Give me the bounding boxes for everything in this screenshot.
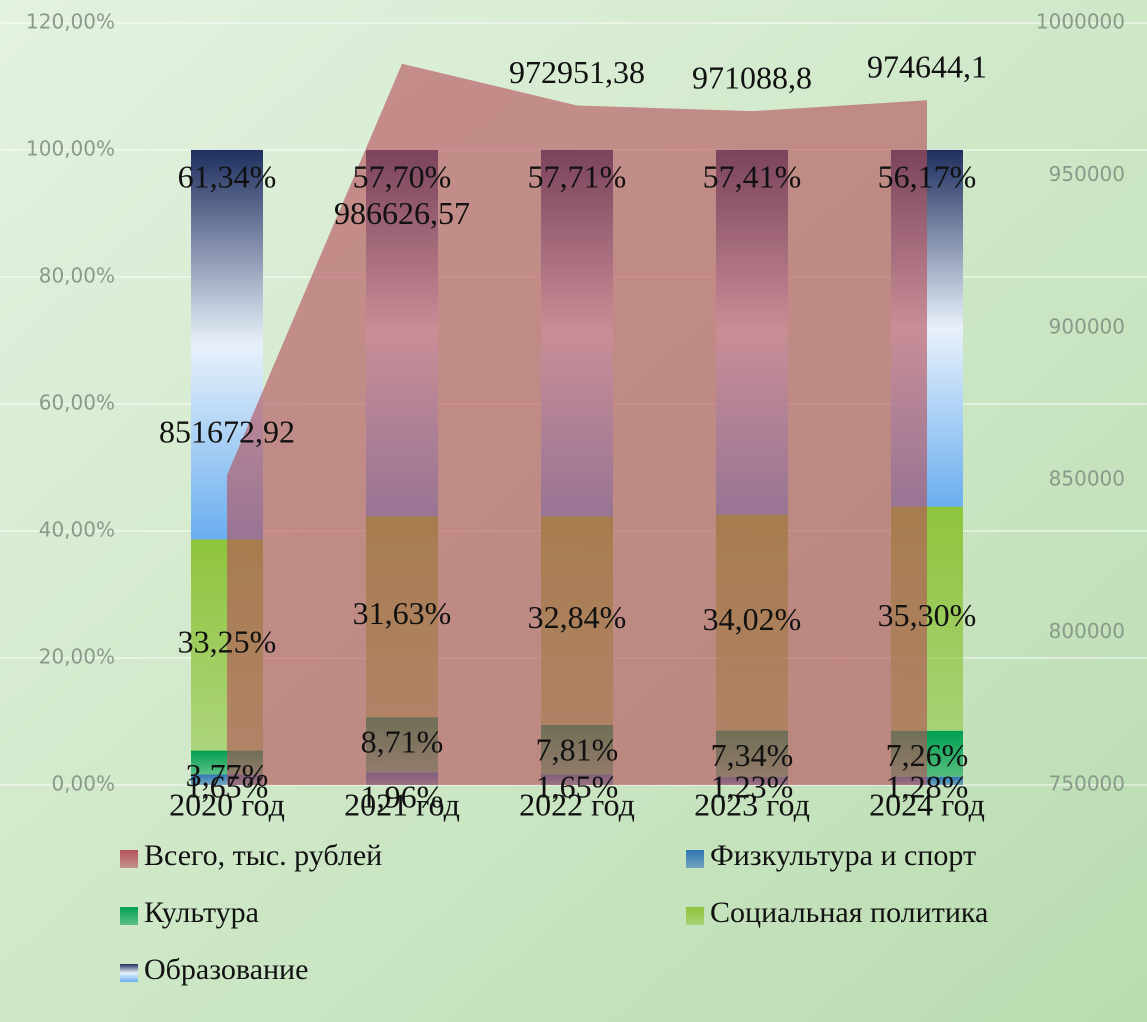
data-label: 1,28% bbox=[886, 768, 969, 804]
data-label: 7,26% bbox=[886, 737, 969, 773]
y-tick-label: 60,00% bbox=[39, 391, 115, 415]
data-label: 32,84% bbox=[528, 599, 627, 635]
y2-tick-label: 800000 bbox=[1049, 619, 1125, 643]
y2-tick-label: 900000 bbox=[1049, 314, 1125, 338]
y2-tick-label: 1000000 bbox=[1036, 10, 1125, 34]
y-tick-label: 120,00% bbox=[26, 10, 115, 34]
data-label: 31,63% bbox=[353, 595, 452, 631]
y2-tick-label: 950000 bbox=[1049, 162, 1125, 186]
legend-label: Социальная политика bbox=[710, 896, 988, 929]
y-tick-label: 40,00% bbox=[39, 518, 115, 542]
legend-swatch bbox=[686, 850, 704, 868]
y2-tick-label: 750000 bbox=[1049, 772, 1125, 796]
data-label: 57,71% bbox=[528, 158, 627, 194]
data-label: 35,30% bbox=[878, 597, 977, 633]
x-tick-label: 2022 год bbox=[519, 786, 635, 822]
legend-label: Физкультура и спорт bbox=[710, 839, 976, 872]
legend-label: Культура bbox=[144, 896, 259, 929]
data-label: 61,34% bbox=[178, 158, 277, 194]
y-tick-label: 100,00% bbox=[26, 137, 115, 161]
y-tick-label: 80,00% bbox=[39, 264, 115, 288]
data-label: 1,65% bbox=[186, 768, 269, 804]
data-label: 3,77% bbox=[186, 757, 269, 793]
legend-label: Образование bbox=[144, 953, 308, 986]
data-label: 34,02% bbox=[703, 601, 802, 637]
data-label: 7,34% bbox=[711, 737, 794, 773]
data-label: 851672,92 bbox=[159, 413, 295, 449]
data-label: 7,81% bbox=[536, 731, 619, 767]
legend-swatch bbox=[120, 964, 138, 982]
legend-swatch bbox=[120, 907, 138, 925]
data-label: 57,41% bbox=[703, 158, 802, 194]
x-tick-label: 2024 год bbox=[869, 786, 985, 822]
data-label: 57,70% bbox=[353, 158, 452, 194]
y-tick-label: 20,00% bbox=[39, 645, 115, 669]
area bbox=[227, 63, 927, 786]
data-label: 1,96% bbox=[361, 778, 444, 814]
x-tick-label: 2021 год bbox=[344, 786, 460, 822]
y2-tick-label: 850000 bbox=[1049, 467, 1125, 491]
data-label: 971088,8 bbox=[692, 59, 812, 95]
data-label: 1,65% bbox=[536, 768, 619, 804]
legend-swatch bbox=[686, 907, 704, 925]
data-label: 974644,1 bbox=[867, 49, 987, 85]
data-label: 33,25% bbox=[178, 623, 277, 659]
data-label: 56,17% bbox=[878, 158, 977, 194]
data-label: 1,23% bbox=[711, 768, 794, 804]
legend-label: Всего, тыс. рублей bbox=[144, 839, 382, 872]
x-tick-label: 2020 год bbox=[169, 786, 285, 822]
legend-swatch bbox=[120, 850, 138, 868]
data-label: 986626,57 bbox=[334, 195, 470, 231]
y-tick-label: 0,00% bbox=[51, 772, 115, 796]
data-label: 8,71% bbox=[361, 724, 444, 760]
data-label: 972951,38 bbox=[509, 54, 645, 90]
x-tick-label: 2023 год bbox=[694, 786, 810, 822]
